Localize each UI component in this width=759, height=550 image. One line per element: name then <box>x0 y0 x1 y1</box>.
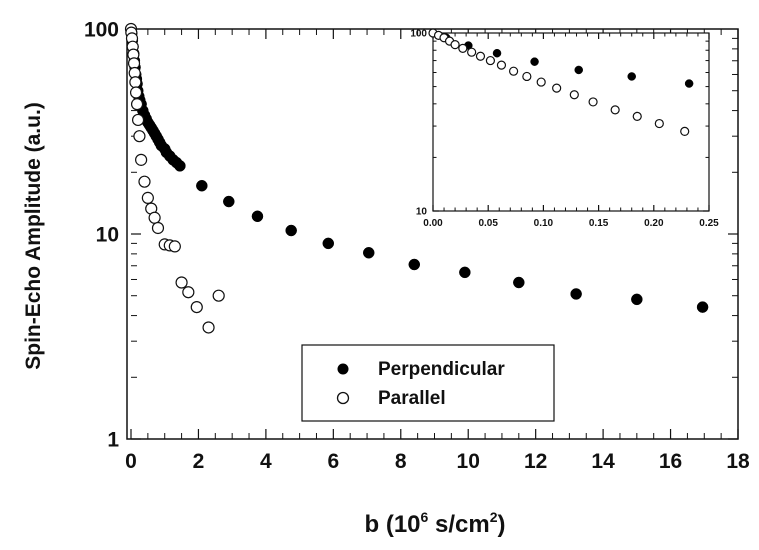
data-point-perpendicular <box>627 72 636 81</box>
y-tick-label: 10 <box>416 207 428 218</box>
data-point-perpendicular <box>459 266 471 279</box>
data-point-parallel <box>475 51 486 61</box>
main-axis-ticks <box>130 29 739 440</box>
legend-marker-perpendicular <box>337 363 349 375</box>
data-point-parallel <box>212 289 225 302</box>
x-axis-title-sup: 2 <box>490 509 498 525</box>
x-tick-label: 0.20 <box>644 218 664 229</box>
data-point-parallel <box>175 276 188 289</box>
x-axis-title-part: ) <box>497 511 505 538</box>
x-tick-label: 0.15 <box>589 218 609 229</box>
data-point-parallel <box>202 321 215 334</box>
data-point-parallel <box>610 105 620 115</box>
data-point-perpendicular <box>362 247 375 259</box>
data-point-parallel <box>135 153 148 166</box>
x-tick-label: 8 <box>395 450 407 473</box>
data-point-parallel <box>536 77 546 87</box>
x-tick-label: 16 <box>659 450 682 473</box>
data-point-parallel <box>141 191 154 204</box>
y-tick-label: 1 <box>107 429 119 452</box>
data-point-perpendicular <box>285 224 297 237</box>
data-point-perpendicular <box>570 288 582 300</box>
data-point-parallel <box>151 221 165 235</box>
inset-axis-ticks <box>432 33 710 212</box>
y-tick-label: 10 <box>96 224 119 247</box>
data-point-perpendicular <box>492 48 502 58</box>
y-tick-label: 100 <box>84 19 119 42</box>
legend: Perpendicular Parallel <box>301 344 555 422</box>
data-point-perpendicular <box>574 65 583 75</box>
main-x-tick-labels: 0 2 4 6 8 10 12 14 16 18 <box>125 450 750 473</box>
data-point-perpendicular <box>223 195 235 208</box>
data-point-perpendicular <box>631 293 643 306</box>
x-tick-label: 4 <box>260 450 272 473</box>
x-axis-title-part: b (10 <box>365 511 421 538</box>
data-point-parallel <box>133 130 146 143</box>
x-tick-label: 14 <box>591 450 615 473</box>
x-tick-label: 0.10 <box>534 218 554 229</box>
data-point-perpendicular <box>696 301 709 313</box>
data-point-perpendicular <box>530 57 539 66</box>
main-data-points <box>124 22 709 334</box>
data-point-parallel <box>588 97 598 107</box>
data-point-parallel <box>138 175 151 188</box>
inset-data-points <box>428 28 694 137</box>
y-tick-label: 100 <box>410 29 427 40</box>
x-axis-title-part: s/cm <box>428 511 489 538</box>
x-tick-label: 12 <box>524 450 547 473</box>
legend-box <box>301 344 555 422</box>
y-axis-title: Spin-Echo Amplitude (a.u.) <box>22 102 45 370</box>
x-tick-label: 0 <box>125 450 137 473</box>
data-point-parallel <box>569 90 579 100</box>
x-tick-label: 6 <box>327 450 339 473</box>
data-point-parallel <box>654 118 664 129</box>
legend-label-perpendicular: Perpendicular <box>378 359 505 380</box>
data-point-parallel <box>450 40 460 50</box>
x-tick-label: 0.00 <box>423 218 443 229</box>
x-axis-title-sup: 6 <box>421 509 429 525</box>
data-point-perpendicular <box>174 160 186 172</box>
data-point-parallel <box>190 300 203 314</box>
x-axis-title: b (106 s/cm2) <box>365 509 506 538</box>
x-tick-label: 18 <box>726 450 750 473</box>
data-point-parallel <box>182 286 195 299</box>
data-point-parallel <box>522 71 532 82</box>
data-point-parallel <box>168 240 181 253</box>
x-tick-label: 0.05 <box>478 218 498 229</box>
data-point-perpendicular <box>196 179 208 192</box>
inset-plot-frame <box>432 32 710 212</box>
data-point-parallel <box>508 66 519 76</box>
data-point-parallel <box>496 60 507 70</box>
inset-y-tick-labels: 10 100 <box>410 29 427 218</box>
data-point-parallel <box>552 83 562 93</box>
data-point-parallel <box>131 113 145 127</box>
data-point-parallel <box>458 43 468 53</box>
data-point-parallel <box>485 55 496 66</box>
data-point-perpendicular <box>513 276 525 289</box>
main-y-tick-labels: 1 10 100 <box>84 19 119 452</box>
data-point-parallel <box>632 111 642 122</box>
data-point-perpendicular <box>408 258 421 271</box>
legend-label-parallel: Parallel <box>378 388 446 409</box>
data-point-parallel <box>130 98 144 111</box>
data-point-parallel <box>467 47 477 57</box>
data-point-perpendicular <box>684 79 694 88</box>
data-point-perpendicular <box>322 237 335 250</box>
x-tick-label: 0.25 <box>699 218 719 229</box>
inset-x-tick-labels: 0.00 0.05 0.10 0.15 0.20 0.25 <box>423 218 719 229</box>
legend-marker-parallel <box>336 391 350 405</box>
x-tick-label: 2 <box>193 450 205 473</box>
data-point-perpendicular <box>251 210 264 223</box>
data-point-parallel <box>148 211 161 224</box>
data-point-parallel <box>129 76 142 89</box>
data-point-parallel <box>129 86 143 99</box>
x-tick-label: 10 <box>457 450 480 473</box>
data-point-parallel <box>680 126 690 137</box>
